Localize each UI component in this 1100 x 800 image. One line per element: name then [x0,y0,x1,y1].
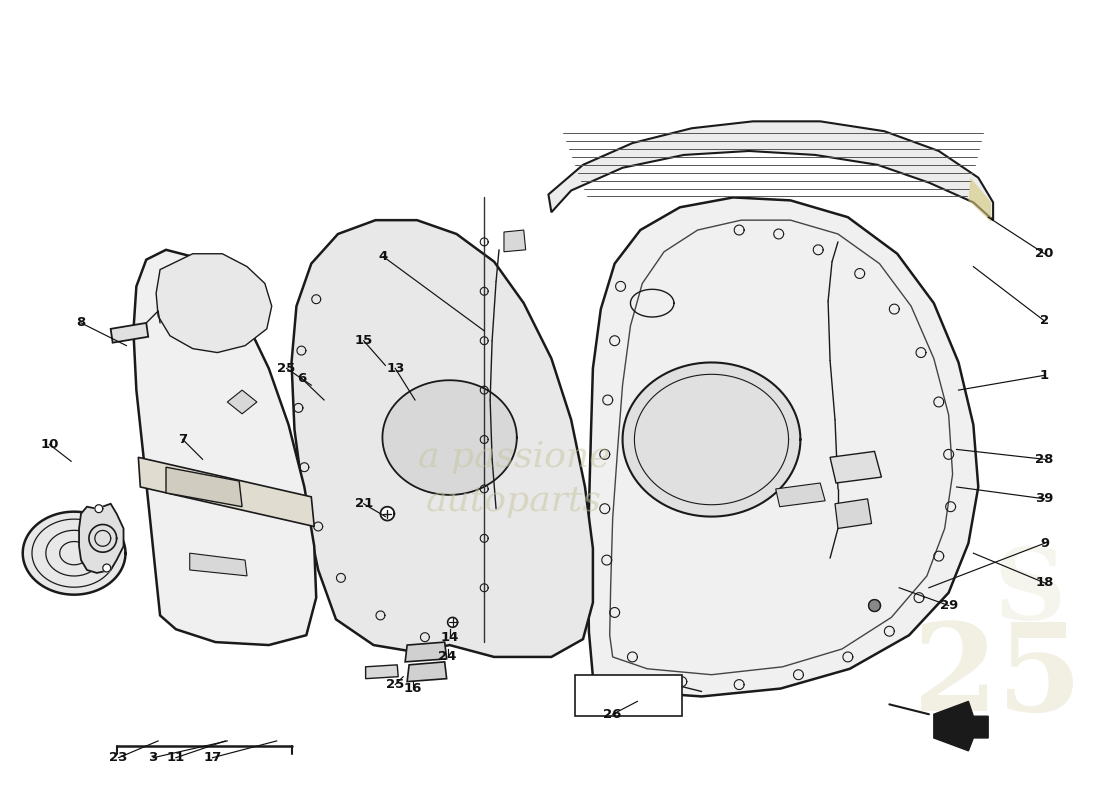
Polygon shape [89,525,117,552]
Polygon shape [407,662,447,682]
Polygon shape [111,323,148,342]
Polygon shape [504,230,526,252]
Text: 26: 26 [604,708,622,721]
Polygon shape [292,220,593,657]
Polygon shape [156,254,272,353]
Polygon shape [830,451,881,483]
Text: 11: 11 [167,751,185,764]
Polygon shape [835,499,871,529]
Text: 2: 2 [1040,314,1049,327]
Text: 7: 7 [178,433,187,446]
Text: a passione
autoparts: a passione autoparts [418,440,610,518]
Polygon shape [405,642,447,662]
Polygon shape [133,250,316,645]
Polygon shape [95,530,111,546]
Text: 15: 15 [354,334,373,347]
Text: 3: 3 [148,751,157,764]
Text: 20: 20 [1035,247,1054,260]
Text: 18: 18 [1035,576,1054,590]
Polygon shape [381,506,394,521]
Polygon shape [102,564,111,572]
Polygon shape [228,390,257,414]
Text: 25: 25 [913,618,1084,736]
Text: 17: 17 [204,751,221,764]
Polygon shape [448,618,458,627]
Polygon shape [383,380,517,495]
Polygon shape [776,483,825,506]
Text: 39: 39 [1035,492,1054,506]
Text: 13: 13 [386,362,405,375]
Text: 1: 1 [1040,369,1049,382]
Text: 23: 23 [109,751,128,764]
Polygon shape [139,458,315,526]
Polygon shape [549,122,993,220]
Polygon shape [23,512,125,594]
Polygon shape [189,553,248,576]
Polygon shape [623,362,801,517]
FancyBboxPatch shape [575,674,682,716]
Text: 25: 25 [277,362,296,375]
Text: 14: 14 [440,630,459,644]
Text: 29: 29 [939,599,958,612]
Polygon shape [79,504,123,573]
Polygon shape [365,665,398,678]
Polygon shape [968,178,991,222]
Text: 24: 24 [439,650,456,663]
Polygon shape [934,702,988,751]
Text: 4: 4 [378,250,388,263]
Polygon shape [869,600,880,611]
Text: 21: 21 [354,498,373,510]
Text: 25: 25 [386,678,405,691]
Text: S: S [993,544,1066,641]
Text: 9: 9 [1040,537,1049,550]
Text: 10: 10 [41,438,58,451]
Text: 6: 6 [297,372,306,385]
Polygon shape [588,198,978,697]
Polygon shape [95,505,102,513]
Text: 16: 16 [404,682,422,695]
Text: 28: 28 [1035,453,1054,466]
Polygon shape [166,467,242,506]
Text: 8: 8 [76,317,86,330]
